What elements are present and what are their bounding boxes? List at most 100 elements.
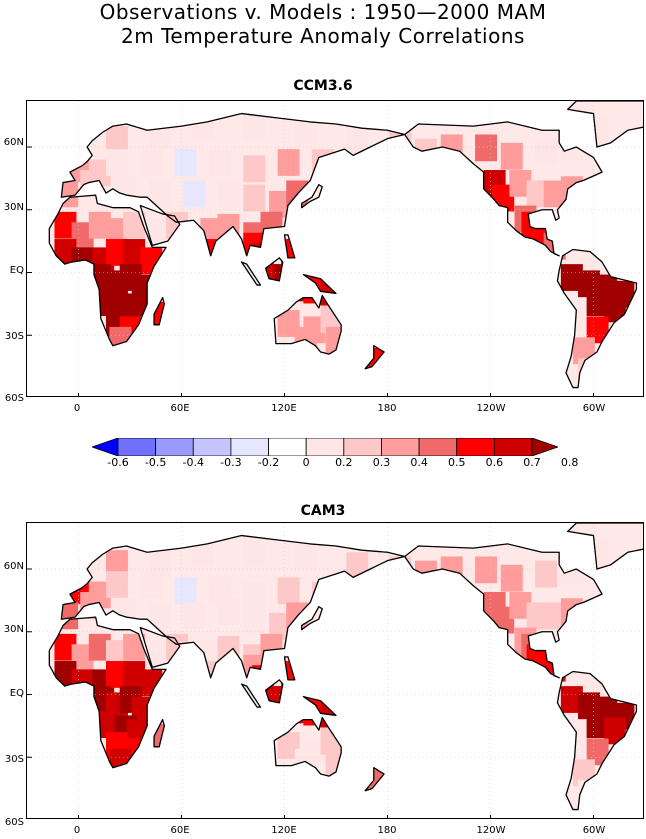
correlation-cell (260, 211, 283, 239)
correlation-cell (414, 560, 437, 588)
correlation-cell (603, 717, 626, 745)
map-svg (27, 101, 643, 396)
correlation-cell (208, 577, 231, 605)
correlation-cell (274, 264, 297, 291)
colorbar-cell (531, 438, 558, 456)
map-panel-cam3 (26, 522, 644, 819)
colorbar-cell (493, 438, 533, 456)
correlation-cell (311, 581, 334, 609)
colorbar-label: -0.5 (144, 456, 167, 469)
correlation-cell (205, 239, 228, 266)
correlation-cell (205, 661, 228, 688)
correlation-cell (148, 218, 171, 245)
axis-ticks (27, 568, 594, 818)
correlation-cell (560, 176, 583, 204)
correlation-cell (88, 211, 111, 239)
correlation-cell (105, 218, 128, 245)
y-tick-30n: 30N (3, 624, 24, 635)
correlation-cell (217, 180, 240, 208)
correlation-cell (535, 138, 558, 166)
correlation-cell (114, 176, 137, 204)
x-tick-120w: 120W (476, 403, 506, 414)
correlation-cell (243, 606, 266, 634)
correlation-cell (414, 138, 437, 166)
colorbar-label: 0.8 (560, 456, 579, 469)
graticule (27, 523, 643, 818)
correlation-cell (578, 358, 601, 386)
correlation-cell (560, 134, 583, 162)
map-svg (27, 523, 643, 818)
x-tick-180: 180 (377, 403, 397, 414)
correlation-cell (148, 640, 171, 667)
correlation-cell (578, 780, 601, 808)
correlation-cell (71, 222, 94, 250)
correlation-cell (148, 550, 171, 577)
colorbar-cell (192, 438, 232, 456)
correlation-cell (586, 738, 609, 766)
correlation-cell (56, 602, 79, 630)
colorbar (92, 438, 558, 456)
correlation-cell (183, 180, 206, 208)
x-tick-120e: 120E (271, 825, 297, 836)
y-tick-60n: 60N (3, 561, 24, 572)
correlation-cell (114, 598, 137, 626)
correlation-cell (105, 571, 128, 598)
correlation-cell (535, 560, 558, 588)
correlation-cell (294, 117, 317, 145)
colorbar-cell (381, 438, 420, 456)
correlation-cell (560, 598, 583, 626)
correlation-cell (105, 239, 128, 266)
x-tick-0: 0 (73, 825, 81, 836)
correlation-cell (80, 592, 103, 619)
correlation-cell (71, 644, 94, 672)
correlation-cell (54, 633, 77, 661)
x-tick-120e: 120E (271, 403, 297, 414)
correlation-cell (526, 602, 549, 630)
correlation-cell (105, 149, 128, 176)
correlation-cell (208, 149, 231, 176)
correlation-cell (277, 577, 300, 605)
correlation-cell (140, 149, 163, 176)
correlation-cell (277, 310, 300, 337)
colorbar-cell (117, 438, 157, 456)
correlation-cell (560, 264, 583, 291)
correlation-cell (586, 316, 609, 344)
colorbar-cell (343, 438, 382, 456)
y-tick-30n: 30N (3, 202, 24, 213)
correlation-cell (140, 247, 163, 275)
correlation-cell (560, 556, 583, 584)
correlation-cell (105, 661, 128, 688)
correlation-cell (27, 101, 46, 128)
correlation-cell (560, 686, 583, 713)
correlation-cell (80, 170, 103, 197)
correlation-cell (148, 180, 171, 208)
coastlines (48, 523, 643, 811)
correlation-cell (183, 602, 206, 630)
correlation-cell (500, 564, 523, 592)
correlation-cell (586, 539, 609, 567)
correlation-cell (27, 523, 46, 550)
correlation-cell (586, 117, 609, 145)
correlation-cell (366, 769, 389, 797)
colorbar-label: 0 (302, 456, 310, 469)
correlation-cell (509, 170, 532, 197)
correlation-cell (243, 184, 266, 212)
x-tick-60w: 60W (582, 825, 606, 836)
y-tick-30s: 30S (4, 754, 24, 765)
correlation-cell (346, 126, 369, 153)
y-tick-60s: 60S (4, 393, 24, 404)
correlation-cell (274, 686, 297, 713)
colorbar-label: 0.2 (335, 456, 353, 469)
correlation-cell (217, 598, 240, 626)
y-tick-60s: 60S (4, 817, 24, 828)
correlation-cell (63, 117, 86, 145)
correlation-cell (97, 711, 120, 739)
correlation-cell (88, 633, 111, 661)
colorbar-cell (456, 438, 495, 456)
colorbar-label: 0.7 (523, 456, 541, 469)
correlation-cell (543, 602, 566, 630)
y-tick-eq: EQ (9, 265, 24, 276)
correlation-cell (140, 571, 163, 598)
graticule (27, 101, 643, 396)
colorbar-cell (92, 438, 119, 456)
